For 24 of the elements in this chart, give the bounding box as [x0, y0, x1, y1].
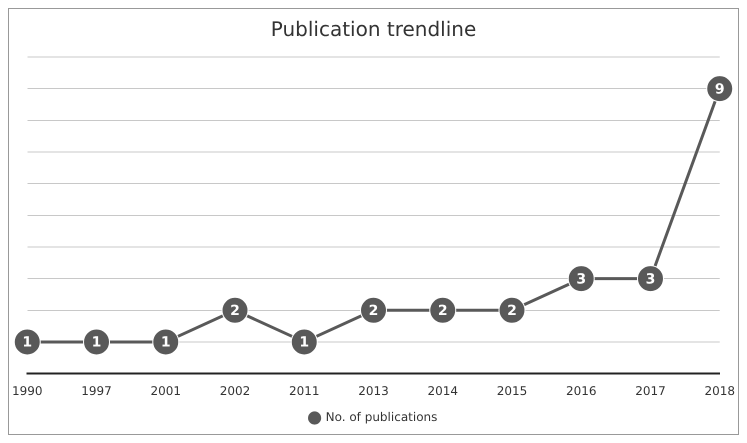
data-label: 2: [368, 302, 378, 319]
x-tick-label: 2014: [427, 384, 458, 398]
chart-title: Publication trendline: [270, 17, 476, 42]
data-label: 3: [576, 271, 586, 288]
data-label: 1: [160, 334, 171, 351]
x-tick-label: 2017: [635, 384, 666, 398]
data-label: 9: [714, 81, 725, 98]
x-tick-label: 2011: [288, 384, 320, 398]
data-label: 2: [230, 302, 240, 319]
x-tick-label: 2018: [704, 384, 736, 398]
data-label: 1: [22, 334, 32, 351]
data-label: 1: [299, 334, 310, 351]
legend-label: No. of publications: [326, 410, 438, 424]
data-label: 2: [438, 302, 448, 319]
x-tick-label: 2016: [566, 384, 597, 398]
x-tick-label: 2015: [496, 384, 528, 398]
x-tick-label: 2001: [150, 384, 182, 398]
x-tick-label: 2013: [358, 384, 389, 398]
x-tick-label: 1990: [12, 384, 43, 398]
x-tick-label: 2002: [220, 384, 250, 398]
data-label: 1: [92, 334, 102, 351]
data-label: 2: [507, 302, 517, 319]
x-tick-label: 1997: [81, 384, 112, 398]
data-label: 3: [646, 271, 656, 288]
